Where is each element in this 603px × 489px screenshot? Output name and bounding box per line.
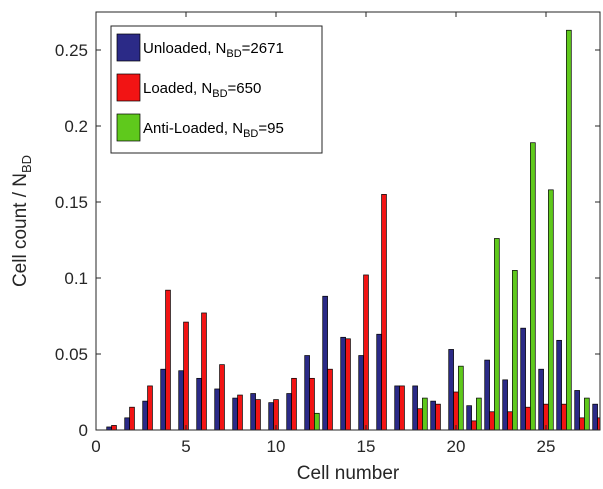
bar-unloaded-cell-22 — [484, 359, 490, 431]
bar-anti-loaded-cell-25 — [548, 189, 554, 431]
bar-loaded-cell-15 — [363, 274, 369, 431]
bar-loaded-cell-2 — [129, 406, 135, 431]
bar-anti-loaded-cell-26 — [566, 29, 572, 431]
bar-unloaded-cell-23 — [502, 379, 508, 431]
x-tick-label: 25 — [537, 437, 556, 456]
bar-loaded-cell-16 — [381, 194, 387, 431]
bar-loaded-cell-6 — [201, 312, 207, 431]
bar-loaded-cell-14 — [345, 338, 351, 431]
y-axis-title-sub: BD — [19, 155, 34, 173]
bar-anti-loaded-cell-12 — [314, 412, 320, 431]
bar-anti-loaded-cell-24 — [530, 142, 536, 431]
bar-loaded-cell-27 — [579, 417, 585, 431]
bar-loaded-cell-4 — [165, 289, 171, 431]
bar-anti-loaded-cell-21 — [476, 397, 482, 431]
bar-unloaded-cell-5 — [178, 370, 184, 431]
bar-anti-loaded-cell-20 — [458, 365, 464, 431]
y-tick-label: 0.2 — [64, 117, 88, 136]
legend-label-loaded: Loaded, NBD=650 — [143, 80, 261, 100]
bar-unloaded-cell-9 — [250, 393, 256, 431]
y-tick-label: 0.15 — [55, 193, 88, 212]
legend-box — [110, 25, 323, 154]
bar-loaded-cell-8 — [237, 394, 243, 431]
x-tick-label: 5 — [181, 437, 190, 456]
bar-loaded-cell-9 — [255, 399, 261, 431]
legend: Unloaded, NBD=2671 Loaded, NBD=650 Anti-Lo… — [110, 25, 323, 154]
y-axis-title-main: Cell count / N — [10, 173, 31, 287]
legend-swatch-unloaded — [116, 33, 141, 62]
y-tick-label: 0.25 — [55, 41, 88, 60]
legend-label-anti-loaded: Anti-Loaded, NBD=95 — [143, 120, 284, 140]
bar-anti-loaded-cell-22 — [494, 238, 500, 431]
bar-unloaded-cell-21 — [466, 405, 472, 431]
axes-group: 0 5 10 15 20 25 0 0.05 0.1 0.15 0.2 0.25 — [55, 11, 601, 456]
bar-loaded-cell-19 — [435, 403, 441, 431]
bar-loaded-cell-5 — [183, 321, 189, 431]
bar-unloaded-cell-17 — [394, 385, 400, 431]
bar-unloaded-cell-20 — [448, 349, 454, 431]
y-axis-title: Cell count / NBD — [10, 155, 34, 287]
bar-loaded-cell-12 — [309, 377, 315, 431]
bar-loaded-cell-1 — [111, 425, 117, 431]
x-axis-title: Cell number — [297, 463, 400, 484]
bar-anti-loaded-cell-27 — [584, 397, 590, 431]
bars-group — [106, 29, 601, 431]
y-tick-label: 0.05 — [55, 345, 88, 364]
bar-loaded-cell-3 — [147, 385, 153, 431]
bar-unloaded-cell-12 — [304, 355, 310, 431]
bar-unloaded-cell-8 — [232, 397, 238, 431]
bar-loaded-cell-17 — [399, 385, 405, 431]
legend-label-unloaded: Unloaded, NBD=2671 — [143, 40, 284, 60]
bar-unloaded-cell-15 — [358, 355, 364, 431]
bar-anti-loaded-cell-18 — [422, 397, 428, 431]
bar-unloaded-cell-26 — [556, 339, 562, 431]
bar-unloaded-cell-25 — [538, 368, 544, 431]
bar-unloaded-cell-16 — [376, 333, 382, 431]
bar-unloaded-cell-4 — [160, 368, 166, 431]
bar-loaded-cell-13 — [327, 368, 333, 431]
x-tick-label: 10 — [267, 437, 286, 456]
bar-unloaded-cell-11 — [286, 393, 292, 431]
bar-loaded-cell-22 — [489, 411, 495, 431]
axes-box — [95, 11, 601, 431]
bar-loaded-cell-23 — [507, 411, 513, 431]
bar-unloaded-cell-18 — [412, 385, 418, 431]
y-tick-label: 0 — [79, 421, 88, 440]
bar-loaded-cell-7 — [219, 364, 225, 431]
bar-unloaded-cell-13 — [322, 295, 328, 431]
legend-swatch-loaded — [116, 73, 141, 102]
y-tick-label: 0.1 — [64, 269, 88, 288]
x-tick-label: 15 — [357, 437, 376, 456]
bar-loaded-cell-21 — [471, 420, 477, 431]
bar-loaded-cell-11 — [291, 377, 297, 431]
bar-unloaded-cell-6 — [196, 377, 202, 431]
bar-loaded-cell-26 — [561, 403, 567, 431]
bar-loaded-cell-18 — [417, 408, 423, 431]
legend-swatch-anti-loaded — [116, 113, 141, 142]
bar-unloaded-cell-27 — [574, 390, 580, 431]
bar-loaded-cell-24 — [525, 406, 531, 431]
bar-unloaded-cell-14 — [340, 336, 346, 431]
bar-unloaded-cell-24 — [520, 327, 526, 431]
bar-unloaded-cell-28 — [592, 403, 598, 431]
bar-unloaded-cell-2 — [124, 417, 130, 431]
bar-unloaded-cell-10 — [268, 402, 274, 431]
x-tick-label: 20 — [447, 437, 466, 456]
bar-unloaded-cell-19 — [430, 400, 436, 431]
bar-anti-loaded-cell-23 — [512, 270, 518, 431]
bar-unloaded-cell-7 — [214, 388, 220, 431]
bar-loaded-cell-20 — [453, 391, 459, 431]
bar-unloaded-cell-3 — [142, 400, 148, 431]
x-tick-label: 0 — [91, 437, 100, 456]
